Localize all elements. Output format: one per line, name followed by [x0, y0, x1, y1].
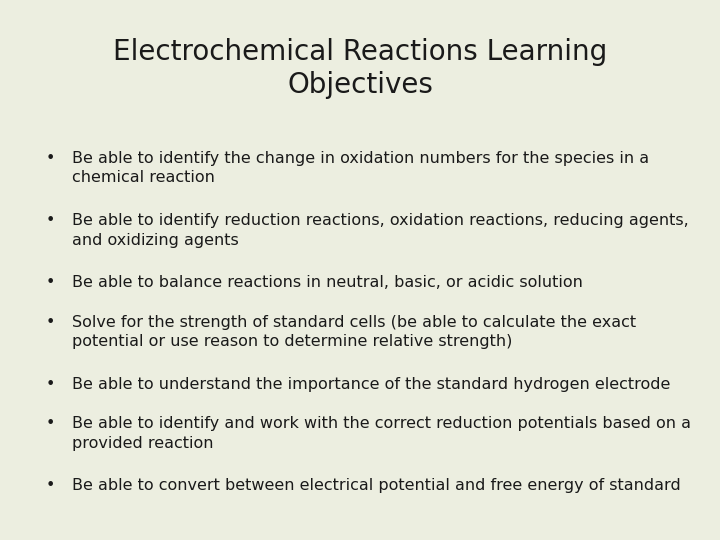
Text: •: •: [45, 275, 55, 291]
Text: •: •: [45, 416, 55, 431]
Text: Solve for the strength of standard cells (be able to calculate the exact
potenti: Solve for the strength of standard cells…: [72, 315, 636, 349]
Text: Be able to understand the importance of the standard hydrogen electrode: Be able to understand the importance of …: [72, 377, 670, 392]
Text: Electrochemical Reactions Learning
Objectives: Electrochemical Reactions Learning Objec…: [113, 38, 607, 99]
Text: •: •: [45, 478, 55, 494]
Text: •: •: [45, 213, 55, 228]
Text: •: •: [45, 151, 55, 166]
Text: Be able to convert between electrical potential and free energy of standard: Be able to convert between electrical po…: [72, 478, 680, 494]
Text: •: •: [45, 315, 55, 330]
Text: •: •: [45, 377, 55, 392]
Text: Be able to identify and work with the correct reduction potentials based on a
pr: Be able to identify and work with the co…: [72, 416, 691, 450]
Text: Be able to identify reduction reactions, oxidation reactions, reducing agents,
a: Be able to identify reduction reactions,…: [72, 213, 689, 247]
Text: Be able to identify the change in oxidation numbers for the species in a
chemica: Be able to identify the change in oxidat…: [72, 151, 649, 185]
Text: Be able to balance reactions in neutral, basic, or acidic solution: Be able to balance reactions in neutral,…: [72, 275, 583, 291]
